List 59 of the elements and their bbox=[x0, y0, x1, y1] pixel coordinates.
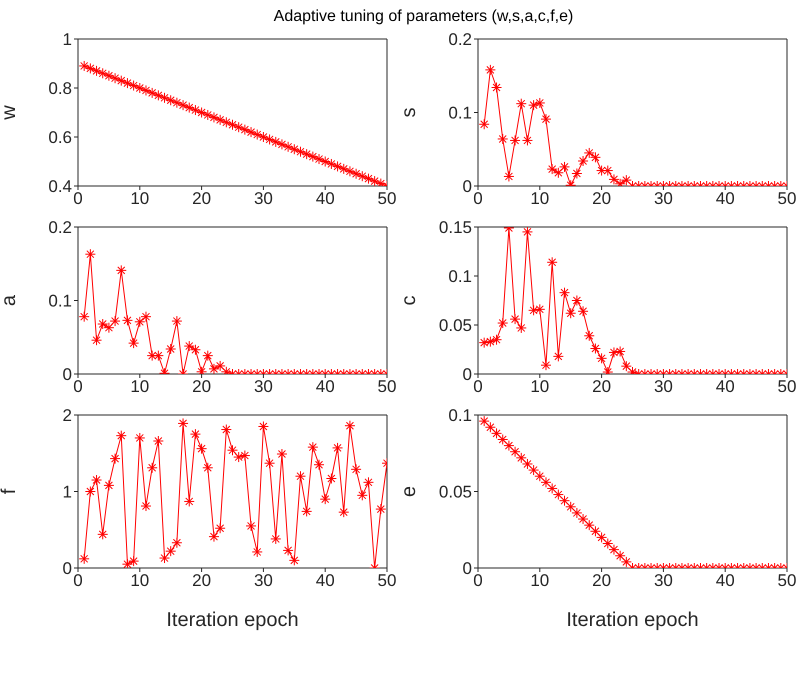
x-tick-label: 50 bbox=[778, 571, 796, 590]
x-tick-label: 20 bbox=[192, 189, 212, 208]
x-tick-label: 40 bbox=[716, 571, 735, 590]
x-tick-label: 50 bbox=[378, 377, 396, 396]
y-tick-label: 1 bbox=[62, 30, 72, 50]
y-tick-label: 1 bbox=[62, 482, 72, 502]
y-axis-title: w bbox=[0, 104, 20, 121]
y-tick-label: 0 bbox=[462, 559, 472, 578]
x-tick-label: 30 bbox=[254, 377, 273, 396]
y-tick-label: 0.4 bbox=[48, 177, 72, 196]
y-tick-label: 0 bbox=[462, 177, 472, 196]
y-axis-title: s bbox=[398, 108, 420, 118]
y-tick-label: 0.8 bbox=[48, 79, 72, 98]
y-tick-label: 0.1 bbox=[448, 406, 472, 426]
x-tick-label: 30 bbox=[254, 571, 273, 590]
x-tick-label: 10 bbox=[130, 571, 150, 590]
x-tick-label: 20 bbox=[592, 189, 612, 208]
y-tick-label: 0.2 bbox=[48, 218, 72, 238]
y-axis-title: e bbox=[398, 486, 420, 498]
y-tick-label: 0 bbox=[62, 365, 72, 384]
y-tick-label: 0.1 bbox=[48, 292, 72, 311]
x-tick-label: 20 bbox=[592, 571, 612, 590]
x-tick-label: 10 bbox=[530, 189, 550, 208]
x-tick-label: 40 bbox=[316, 377, 335, 396]
x-axis-title: Iteration epoch bbox=[566, 609, 699, 631]
y-tick-label: 0.05 bbox=[438, 316, 472, 336]
x-tick-label: 10 bbox=[530, 377, 550, 396]
x-tick-label: 50 bbox=[378, 571, 396, 590]
x-tick-label: 50 bbox=[378, 189, 396, 208]
x-tick-label: 40 bbox=[316, 571, 335, 590]
x-tick-label: 40 bbox=[716, 189, 735, 208]
x-tick-label: 10 bbox=[130, 377, 150, 396]
x-tick-label: 30 bbox=[654, 571, 673, 590]
y-axis-title: a bbox=[0, 294, 20, 306]
y-tick-label: 0.1 bbox=[448, 267, 472, 286]
x-tick-label: 40 bbox=[316, 189, 335, 208]
x-tick-label: 40 bbox=[716, 377, 735, 396]
x-tick-label: 30 bbox=[254, 189, 273, 208]
x-axis-title: Iteration epoch bbox=[166, 609, 299, 631]
y-tick-label: 0.15 bbox=[438, 218, 472, 238]
x-tick-label: 50 bbox=[778, 189, 796, 208]
y-tick-label: 2 bbox=[62, 406, 72, 426]
y-tick-label: 0.05 bbox=[438, 482, 472, 502]
x-tick-label: 20 bbox=[192, 571, 212, 590]
x-tick-label: 20 bbox=[592, 377, 612, 396]
y-tick-label: 0.2 bbox=[448, 30, 472, 50]
y-axis-title: f bbox=[0, 488, 20, 494]
y-axis-title: c bbox=[398, 296, 420, 306]
text: Adaptive tuning of parameters (w,s,a,c,f,e) bbox=[272, 8, 574, 27]
x-tick-label: 30 bbox=[654, 189, 673, 208]
x-tick-label: 10 bbox=[530, 571, 550, 590]
y-tick-label: 0 bbox=[462, 365, 472, 384]
y-tick-label: 0 bbox=[62, 559, 72, 578]
y-tick-label: 0.6 bbox=[48, 128, 72, 148]
x-tick-label: 50 bbox=[778, 377, 796, 396]
x-tick-label: 30 bbox=[654, 377, 673, 396]
x-tick-label: 20 bbox=[192, 377, 212, 396]
x-tick-label: 10 bbox=[130, 189, 150, 208]
y-tick-label: 0.1 bbox=[448, 104, 472, 123]
